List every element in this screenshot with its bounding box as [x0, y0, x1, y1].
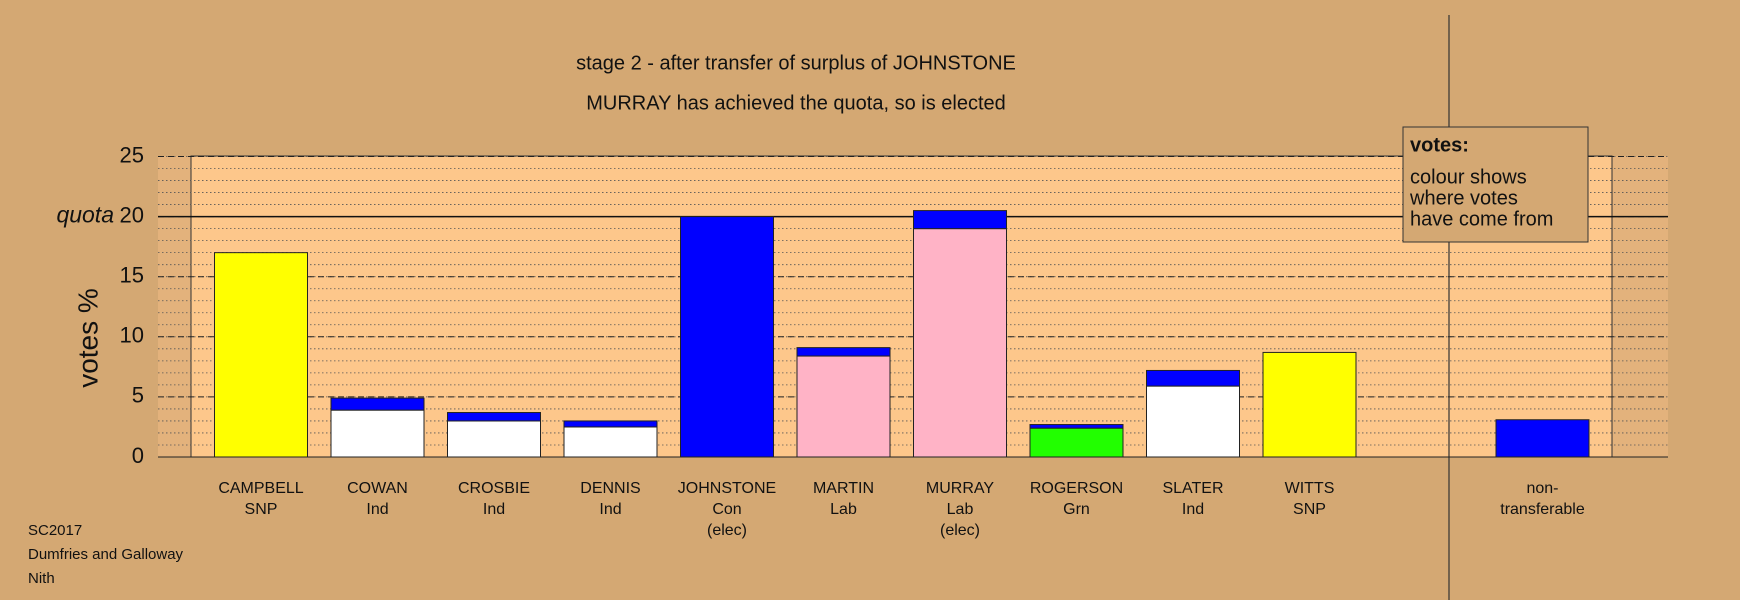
x-tick-label: SLATER — [1162, 480, 1223, 497]
legend-box — [1402, 126, 1589, 243]
x-tick-label: (elec) — [940, 522, 980, 539]
y-tick-label: 25 — [120, 142, 144, 167]
x-tick-label: MARTIN — [813, 480, 874, 497]
x-tick-label: ROGERSON — [1030, 480, 1123, 497]
plot-panel — [190, 155, 1613, 458]
bar-segment — [1262, 351, 1357, 458]
x-tick-label: DENNIS — [580, 480, 640, 497]
x-tick-label: transferable — [1500, 501, 1585, 518]
x-tick-label: WITTS — [1285, 480, 1335, 497]
y-tick-label: 10 — [120, 323, 144, 348]
y-tick-label: 0 — [132, 443, 144, 468]
legend-text: where votes — [1409, 187, 1518, 209]
bar-segment — [1029, 427, 1124, 458]
bar-segment — [447, 420, 541, 458]
bar-segment — [796, 355, 891, 458]
bar-segment — [214, 252, 308, 458]
footer-text: Dumfries and Galloway — [28, 546, 184, 563]
y-tick-label: 15 — [120, 263, 144, 288]
x-tick-label: (elec) — [707, 522, 747, 539]
footer-text: Nith — [28, 570, 55, 587]
legend-title: votes: — [1410, 134, 1469, 156]
x-tick-label: CROSBIE — [458, 480, 530, 497]
x-tick-label: Lab — [947, 501, 974, 518]
quota-label: quota — [56, 202, 114, 228]
bar-segment — [1029, 424, 1124, 429]
legend-text: colour shows — [1410, 166, 1527, 188]
x-tick-label: Ind — [366, 501, 388, 518]
x-tick-label: JOHNSTONE — [678, 480, 776, 497]
footer-text: SC2017 — [28, 522, 82, 539]
x-tick-label: SNP — [1293, 501, 1326, 518]
x-tick-label: Lab — [830, 501, 857, 518]
bar-segment — [563, 426, 658, 458]
bar-segment — [796, 347, 891, 357]
bar-segment — [913, 210, 1007, 230]
bar-segment — [913, 228, 1007, 458]
x-tick-label: SNP — [245, 501, 278, 518]
x-tick-label: MURRAY — [926, 480, 994, 497]
x-tick-label: Ind — [1182, 501, 1204, 518]
x-tick-label: Con — [712, 501, 741, 518]
legend-text: have come from — [1410, 208, 1553, 230]
x-tick-label: Ind — [483, 501, 505, 518]
bar-segment — [1146, 369, 1240, 387]
x-tick-label: Ind — [599, 501, 621, 518]
y-tick-label: 5 — [132, 383, 144, 408]
bar-segment — [447, 412, 541, 422]
x-tick-label: COWAN — [347, 480, 408, 497]
x-tick-label: CAMPBELL — [218, 480, 303, 497]
chart-title: stage 2 - after transfer of surplus of J… — [576, 52, 1016, 74]
chart-title: MURRAY has achieved the quota, so is ele… — [586, 92, 1006, 114]
y-tick-label: 20 — [120, 202, 144, 227]
bar-segment — [563, 420, 658, 428]
bar-segment — [680, 216, 774, 458]
bar-segment — [330, 409, 425, 458]
x-tick-label: non- — [1526, 480, 1558, 497]
bar-segment — [1495, 419, 1590, 458]
y-axis-label: votes % — [72, 288, 103, 388]
x-tick-label: Grn — [1063, 501, 1090, 518]
bar-segment — [1146, 385, 1240, 458]
bar-segment — [330, 397, 425, 411]
